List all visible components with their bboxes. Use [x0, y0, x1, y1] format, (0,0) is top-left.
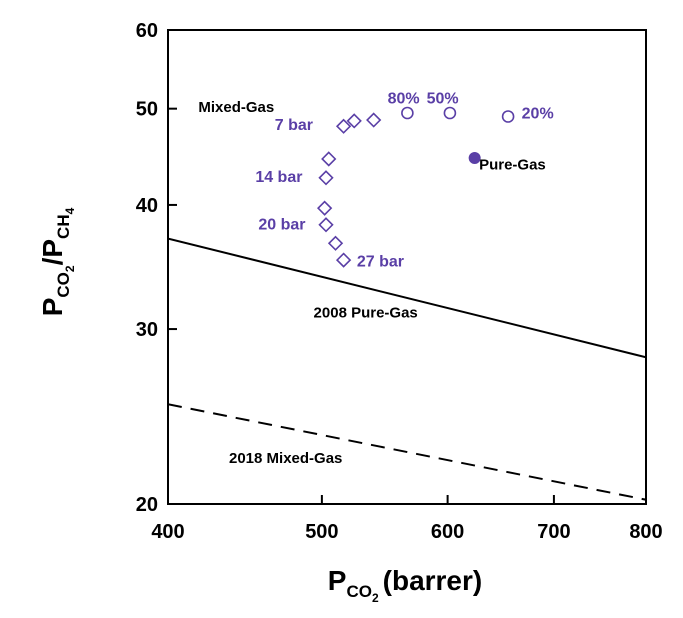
- mixed-gas-pressure-point: [318, 170, 334, 186]
- annotation-label: 20 bar: [258, 216, 305, 233]
- annotation-label: 2008 Pure-Gas: [314, 305, 418, 322]
- y-tick-label: 40: [136, 195, 158, 217]
- y-axis-title-sub1: CO: [54, 272, 73, 298]
- mixed-gas-2018-line: [168, 403, 646, 501]
- mixed-gas-pressure-point: [317, 200, 333, 216]
- annotation-label: 27 bar: [357, 253, 404, 270]
- y-tick-label: 50: [136, 99, 158, 121]
- mixed-gas-pressure-point: [321, 151, 337, 167]
- y-axis-title-slash: /P: [37, 239, 68, 265]
- annotation-label: Mixed-Gas: [198, 99, 274, 116]
- y-axis-title-sub2: CH: [54, 214, 73, 239]
- annotation-label: 20%: [522, 105, 554, 122]
- mixed-gas-pressure-point: [366, 112, 382, 128]
- reference-lines-layer: [168, 237, 646, 501]
- annotations-layer: Mixed-Gas 80% 50% 20% 7 bar Pure-Gas 14 bar 20 …: [198, 91, 553, 467]
- plot-frame: [167, 29, 647, 505]
- pure-gas-2008-line: [168, 237, 646, 359]
- y-tick-label: 20: [136, 494, 158, 516]
- y-axis-title-subsub1: 2: [63, 265, 77, 272]
- annotation-label: 80%: [388, 91, 420, 108]
- y-tick-label: 60: [136, 20, 158, 42]
- mixed-gas-composition-point: [501, 110, 515, 123]
- x-tick-label: 400: [151, 521, 184, 543]
- x-axis-title-subsub: 2: [372, 591, 379, 605]
- x-axis-title-p: P: [328, 565, 347, 596]
- y-axis-title-subsub2: 4: [63, 207, 77, 214]
- annotation-label: 2018 Mixed-Gas: [229, 450, 342, 467]
- mixed-gas-pressure-point: [318, 217, 334, 233]
- x-tick-label: 800: [629, 521, 662, 543]
- mixed-gas-pressure-point: [346, 113, 362, 129]
- y-axis-title: PCO2/PCH4: [37, 207, 77, 316]
- x-axis-title-sub: CO: [346, 582, 372, 601]
- x-axis-title-unit: (barrer): [383, 565, 483, 596]
- y-tick-label: 30: [136, 319, 158, 341]
- pure-gas-point: [468, 151, 481, 164]
- annotation-label: 14 bar: [255, 169, 302, 186]
- annotation-label: 7 bar: [275, 117, 313, 134]
- annotation-label: 50%: [427, 91, 459, 108]
- x-tick-label: 700: [537, 521, 570, 543]
- mixed-gas-pressure-point: [327, 235, 344, 251]
- mixed-gas-composition-point: [401, 106, 414, 120]
- annotation-label: Pure-Gas: [479, 157, 546, 174]
- mixed-gas-pressure-point: [335, 252, 352, 268]
- mixed-gas-pressure-point: [335, 118, 352, 134]
- data-points-layer: [317, 106, 515, 268]
- x-tick-label: 500: [305, 521, 338, 543]
- x-tick-label: 600: [431, 521, 464, 543]
- mixed-gas-composition-point: [443, 106, 457, 120]
- x-axis-title: PCO2 (barrer): [328, 565, 482, 605]
- y-axis-title-p1: P: [37, 298, 68, 317]
